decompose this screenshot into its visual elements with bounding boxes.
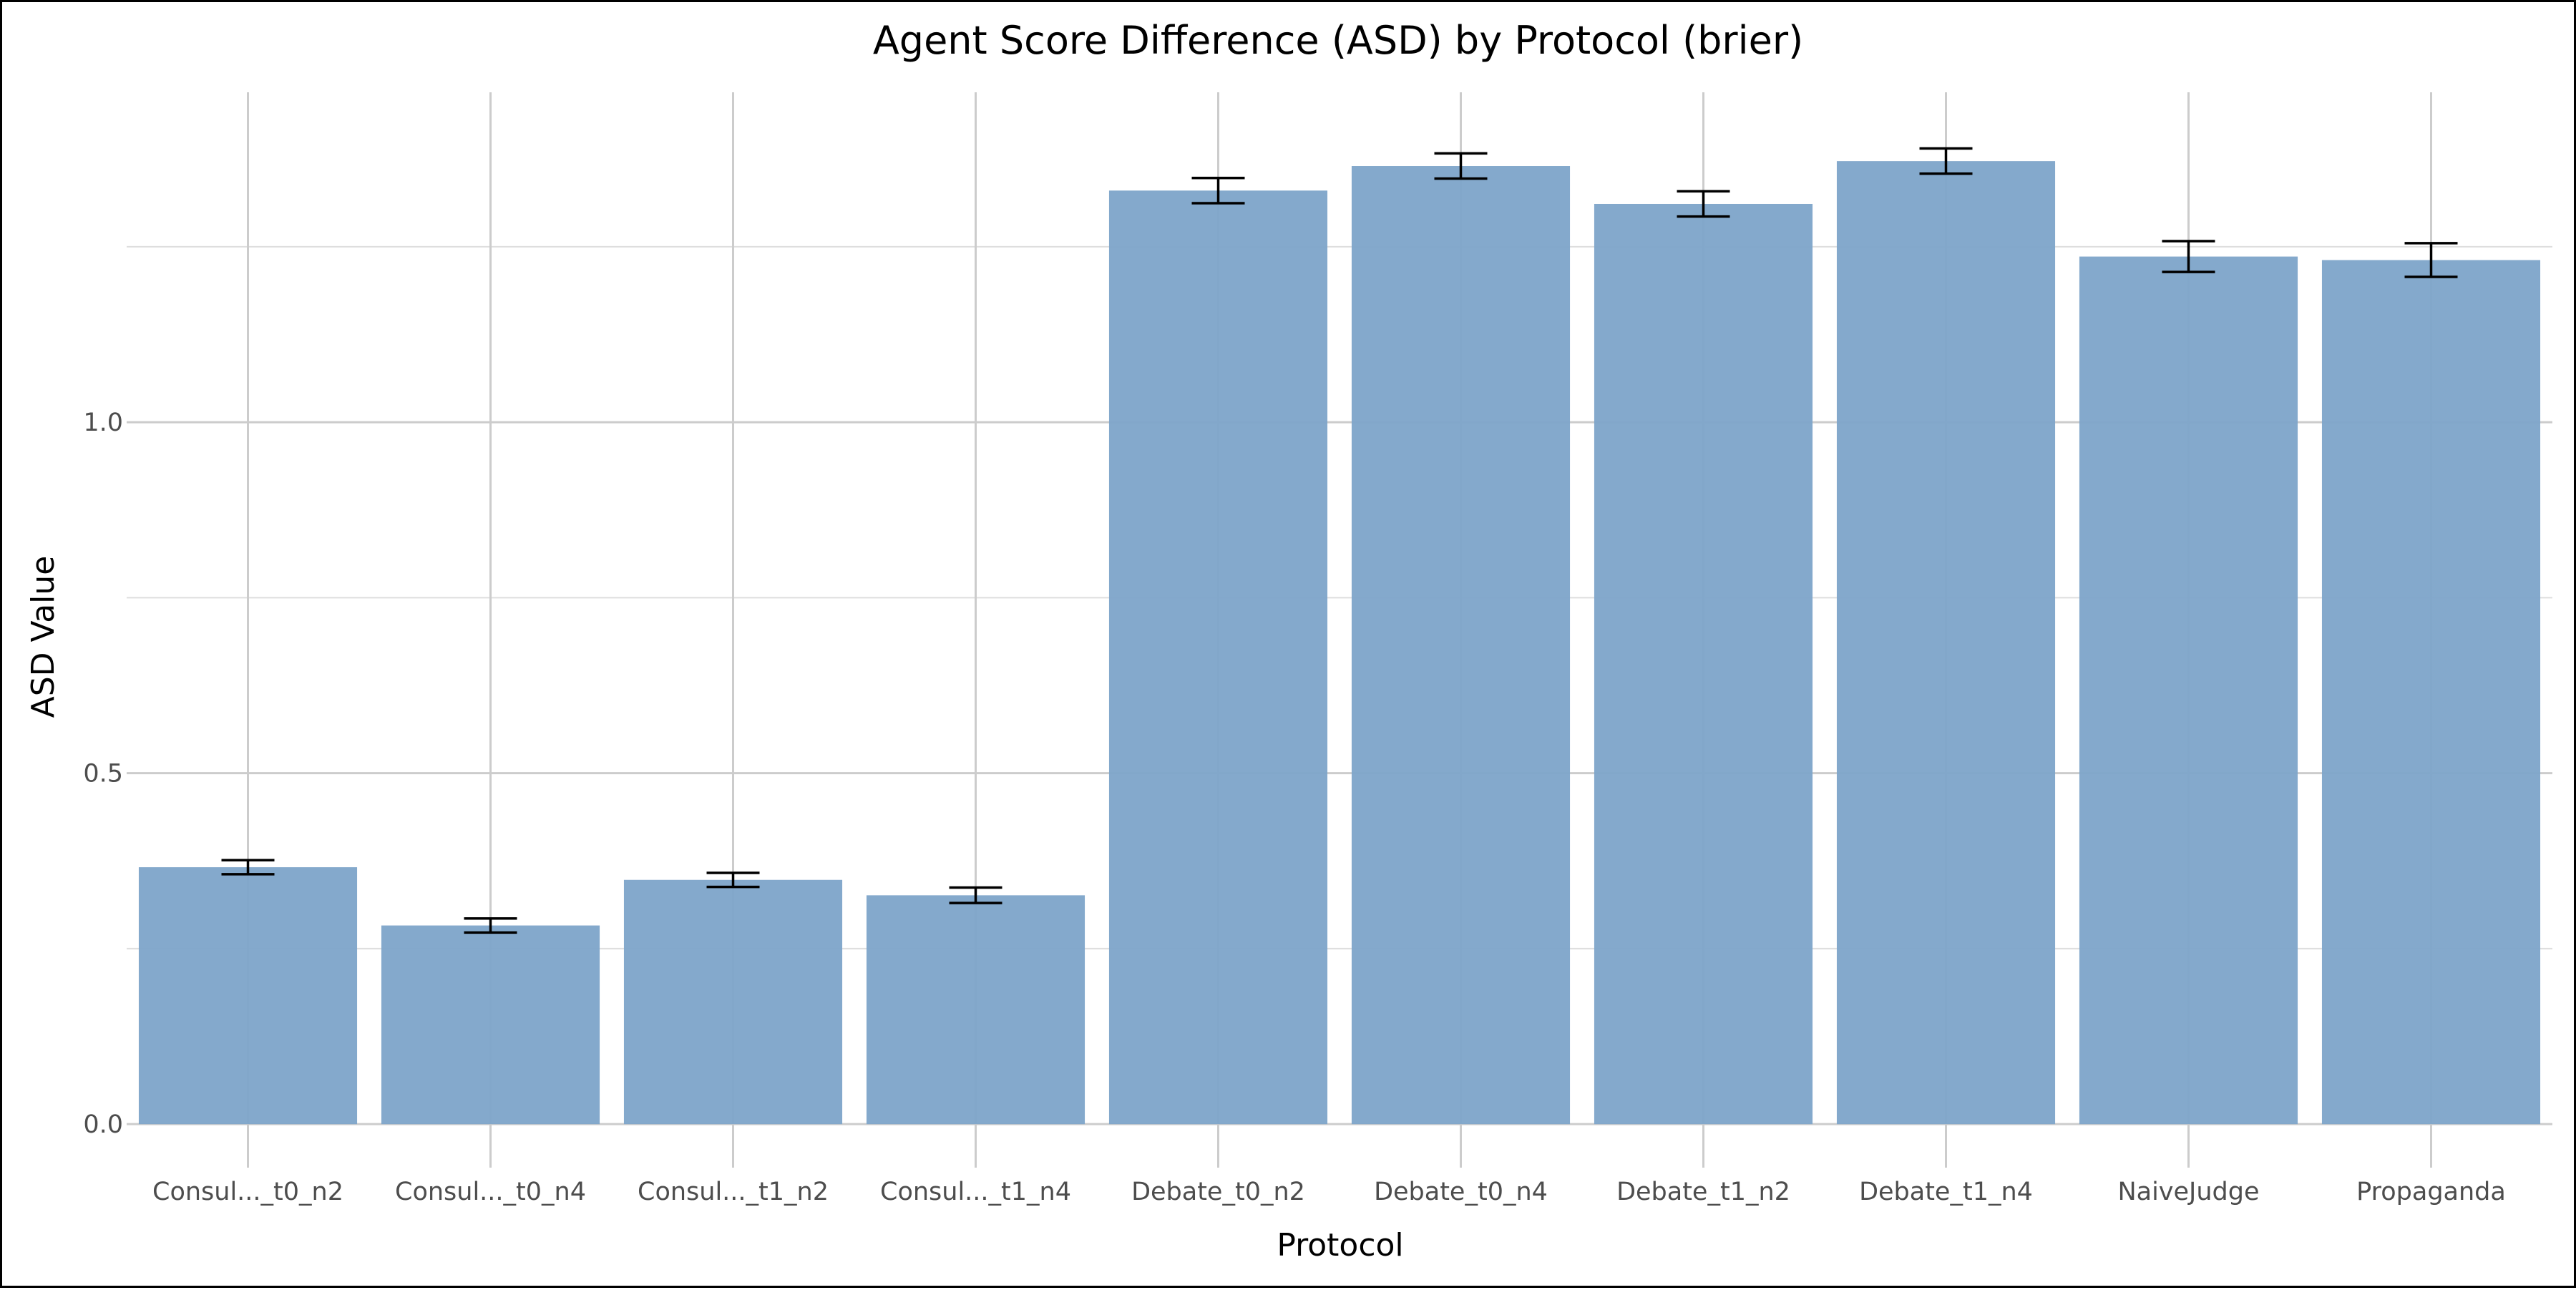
y-tick-label: 1.0 [83, 409, 123, 437]
chart-title: Agent Score Difference (ASD) by Protocol… [873, 18, 1803, 63]
x-tick-label: Debate_t1_n2 [1616, 1178, 1790, 1206]
bar [623, 879, 843, 1125]
x-tick-label: Debate_t1_n4 [1859, 1178, 2033, 1206]
error-bar [706, 871, 760, 889]
error-bars [221, 147, 2458, 934]
y-axis-title: ASD Value [25, 556, 62, 718]
y-tick-label: 0.0 [83, 1110, 123, 1139]
bar [1351, 166, 1571, 1125]
x-tick-label: Consul..._t1_n2 [638, 1178, 829, 1206]
error-bar [1191, 176, 1245, 205]
bar [138, 867, 358, 1125]
error-bar [2162, 240, 2215, 273]
x-tick-label: Debate_t0_n2 [1131, 1178, 1305, 1206]
error-bar [1677, 190, 1730, 218]
y-tick-labels: 0.0 0.5 1.0 [83, 409, 123, 1139]
error-bar [464, 917, 517, 934]
bar [1836, 161, 2056, 1125]
bar [866, 895, 1085, 1125]
x-tick-label: Consul..._t0_n4 [395, 1178, 586, 1206]
bar [2321, 260, 2541, 1125]
bar [2079, 256, 2298, 1125]
bars [138, 161, 2541, 1125]
x-axis-title: Protocol [1277, 1227, 1403, 1264]
x-tick-label: Propaganda [2356, 1178, 2506, 1206]
x-tick-label: Debate_t0_n4 [1374, 1178, 1548, 1206]
x-tick-label: Consul..._t0_n2 [152, 1178, 343, 1206]
bar [1108, 190, 1328, 1125]
error-bar [221, 859, 275, 876]
error-bar [2404, 242, 2458, 278]
error-bar [949, 886, 1002, 904]
bar [381, 925, 600, 1125]
bar [1594, 203, 1813, 1125]
x-tick-labels: Consul..._t0_n2 Consul..._t0_n4 Consul..._… [152, 1178, 2506, 1206]
x-tick-label: Consul..._t1_n4 [880, 1178, 1071, 1206]
error-bar [1919, 147, 1973, 175]
x-tick-label: NaiveJudge [2117, 1178, 2259, 1206]
error-bar [1434, 152, 1488, 180]
y-tick-label: 0.5 [83, 760, 123, 788]
